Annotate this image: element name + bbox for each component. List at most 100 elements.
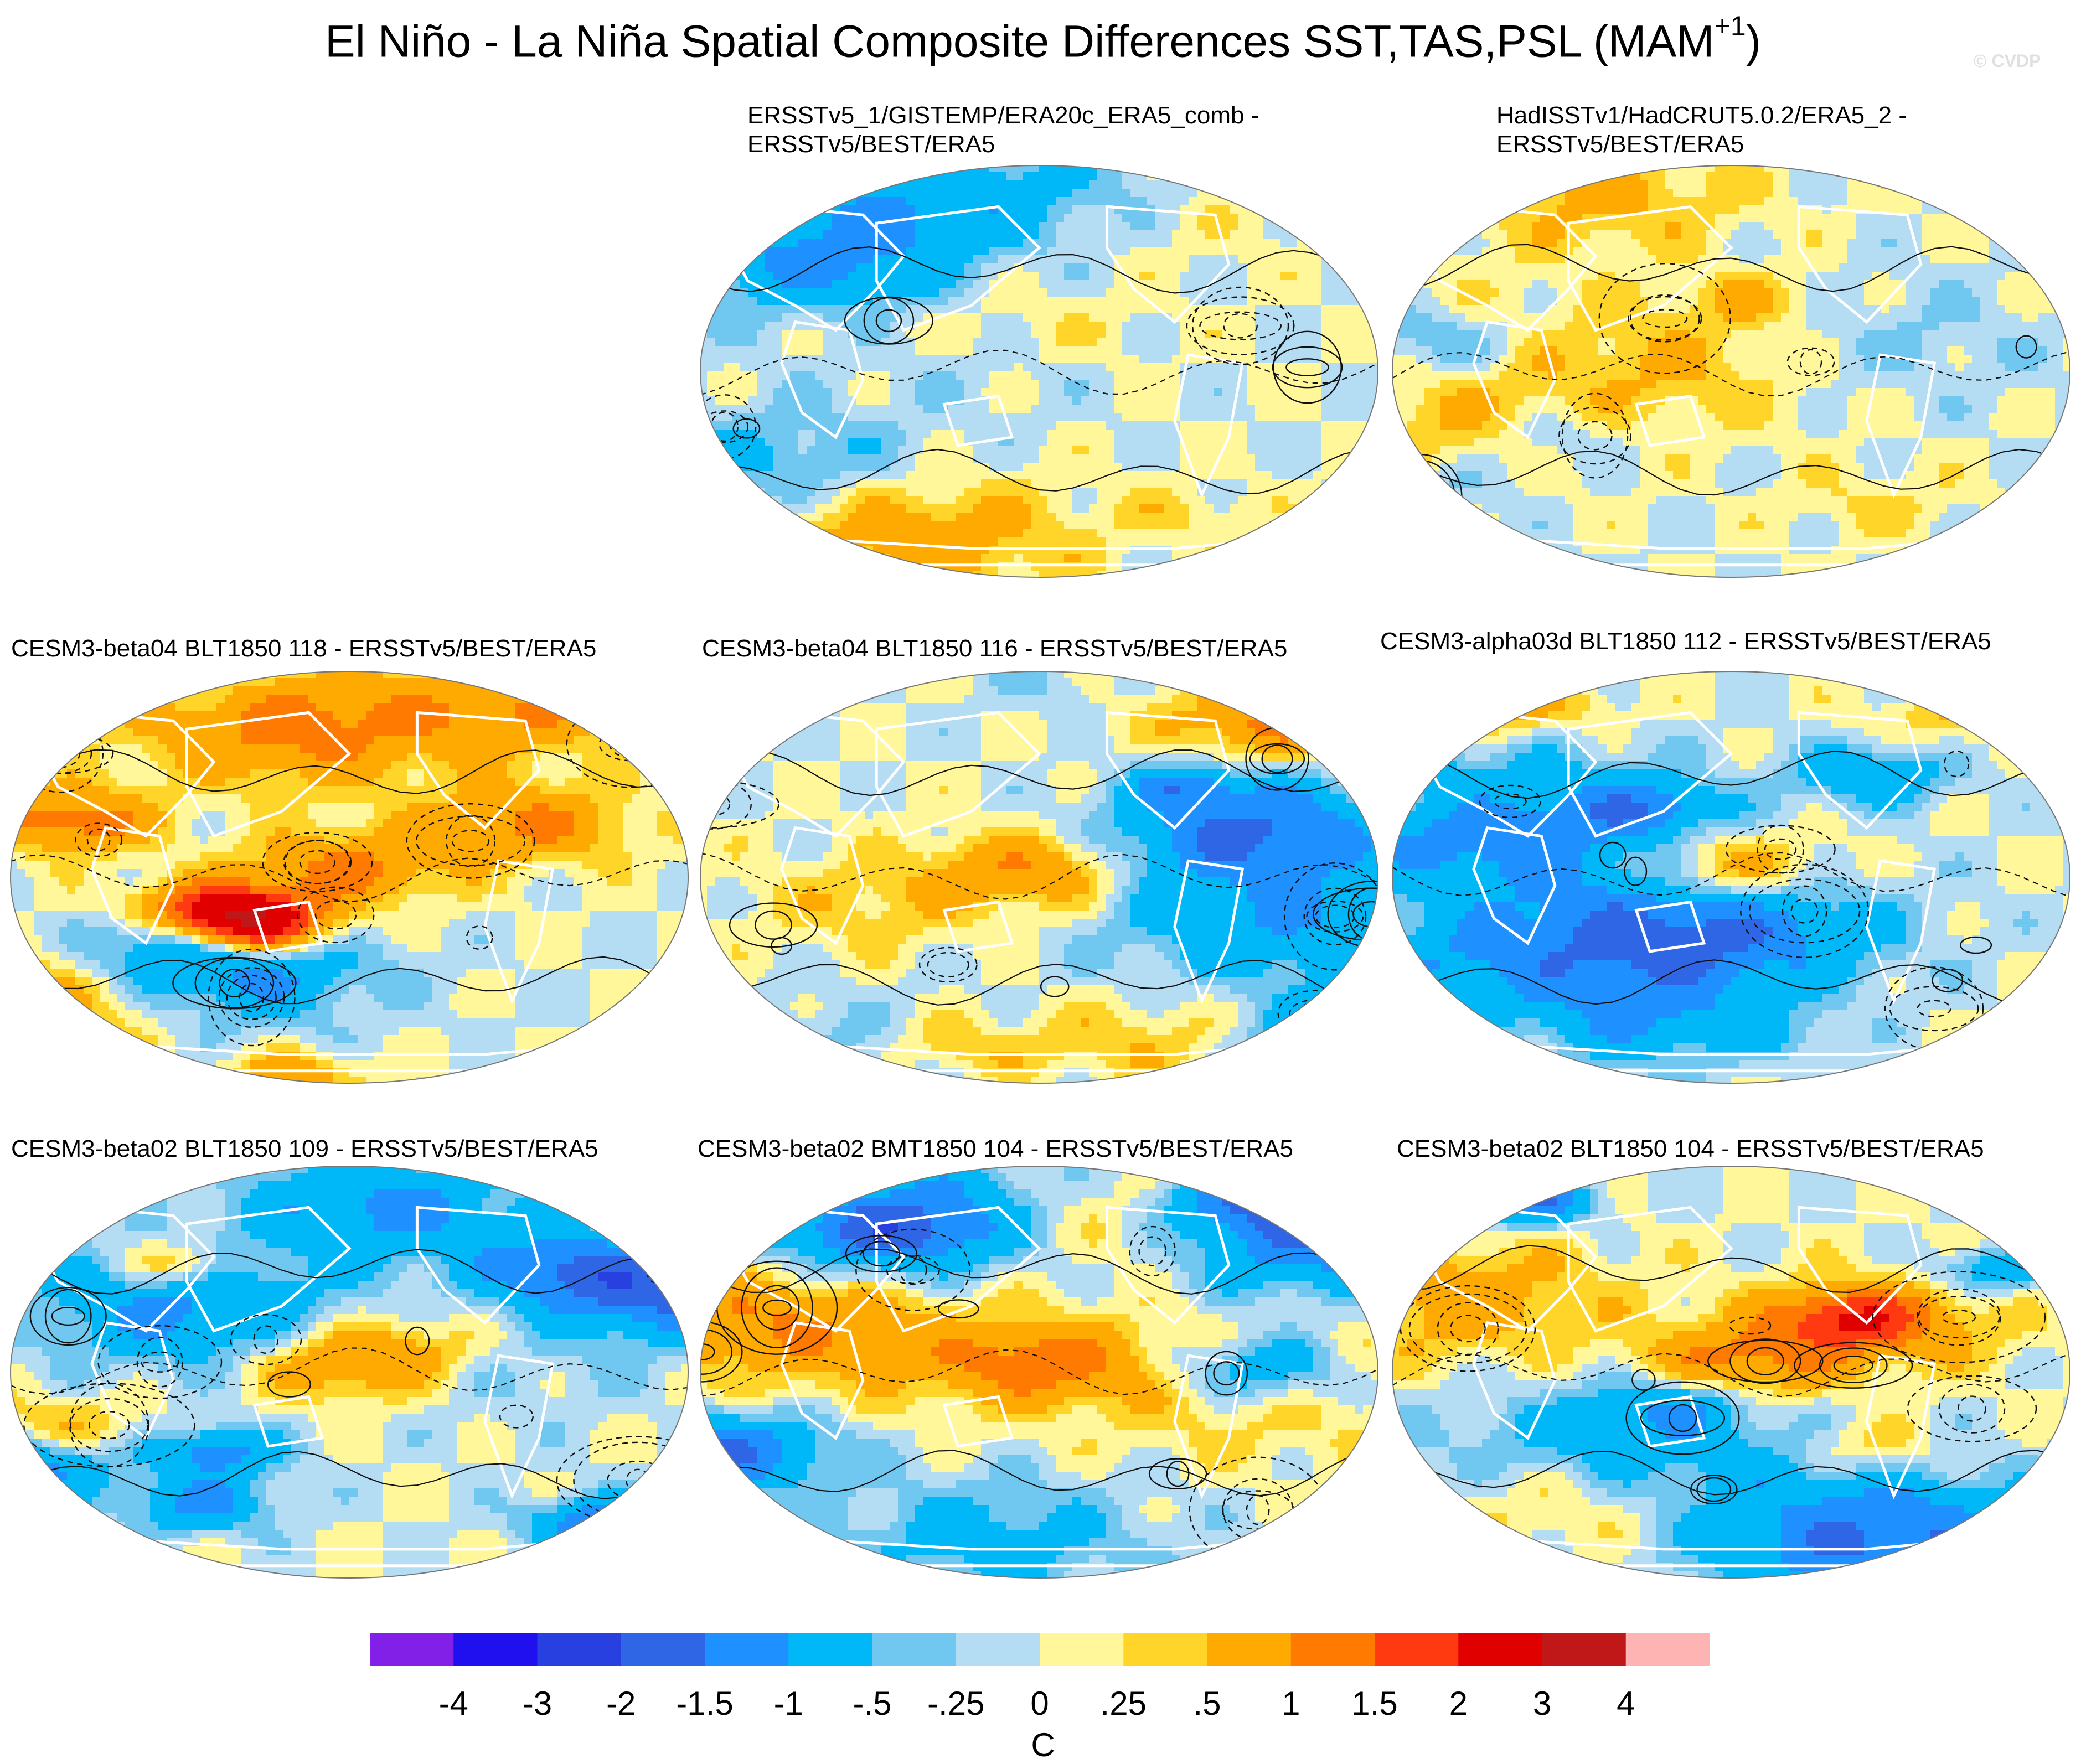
field-cell [939, 197, 948, 206]
field-cell [1673, 330, 1682, 339]
field-cell [1056, 313, 1065, 322]
field-cell [1557, 255, 1566, 264]
field-cell [1806, 239, 1815, 247]
field-cell [1039, 380, 1048, 389]
field-cell [807, 247, 815, 256]
field-cell [748, 363, 757, 372]
field-cell [964, 405, 973, 413]
field-cell [823, 513, 832, 521]
field-cell [856, 496, 865, 505]
field-cell [1255, 430, 1264, 438]
field-cell [1731, 338, 1740, 347]
field-cell [1064, 230, 1073, 239]
field-cell [757, 338, 766, 347]
field-cell [1640, 355, 1649, 364]
field-cell [1230, 363, 1239, 372]
field-cell [1847, 313, 1856, 322]
field-cell [1023, 330, 1031, 339]
field-cell [1214, 380, 1222, 389]
field-cell [1515, 263, 1524, 272]
field-cell [2038, 355, 2047, 364]
field-cell [1781, 313, 1790, 322]
field-cell [939, 214, 948, 223]
field-cell [740, 380, 749, 389]
field-cell [1064, 405, 1073, 413]
field-cell [1114, 214, 1123, 223]
field-cell [815, 297, 824, 306]
field-cell [1047, 247, 1056, 256]
field-cell [998, 222, 1006, 231]
field-cell [823, 330, 832, 339]
field-cell [1023, 272, 1031, 281]
field-cell [2022, 272, 2031, 281]
field-cell [898, 205, 907, 214]
field-cell [2022, 297, 2031, 306]
field-cell [1164, 479, 1173, 488]
field-cell [1615, 297, 1624, 306]
field-cell [1006, 189, 1015, 198]
field-cell [1648, 255, 1657, 264]
field-cell [1031, 546, 1040, 555]
field-cell [973, 305, 982, 314]
field-cell [1814, 189, 1823, 198]
field-cell [1039, 371, 1048, 380]
field-cell [1214, 322, 1222, 330]
field-cell [1656, 247, 1665, 256]
field-cell [1781, 222, 1790, 231]
field-cell [1440, 247, 1449, 256]
panel-label-6: CESM3-beta02 BLT1850 109 - ERSSTv5/BEST/… [11, 1135, 598, 1163]
field-cell [782, 222, 791, 231]
field-cell [1064, 571, 1073, 577]
field-cell [1731, 330, 1740, 339]
field-cell [1607, 338, 1615, 347]
field-cell [1056, 371, 1065, 380]
field-cell [1748, 189, 1757, 198]
field-cell [1947, 247, 1956, 256]
field-cell [1690, 239, 1698, 247]
field-cell [1798, 165, 1806, 173]
field-cell [1056, 554, 1065, 563]
field-cell [1321, 280, 1330, 289]
field-cell [1197, 380, 1206, 389]
field-cell [939, 571, 948, 577]
field-cell [1698, 297, 1707, 306]
field-cell [1122, 189, 1131, 198]
field-cell [1972, 313, 1981, 322]
field-cell [2013, 355, 2022, 364]
field-cell [1272, 255, 1280, 264]
field-cell [1164, 189, 1173, 198]
field-cell [948, 513, 957, 521]
field-cell [707, 380, 716, 389]
field-cell [1748, 263, 1757, 272]
field-cell [1706, 355, 1715, 364]
field-cell [1247, 338, 1256, 347]
field-cell [1548, 205, 1557, 214]
field-cell [998, 338, 1006, 347]
field-cell [773, 430, 782, 438]
field-cell [1573, 322, 1582, 330]
field-cell [1056, 488, 1065, 496]
field-cell [1989, 346, 1997, 355]
field-cell [981, 363, 990, 372]
field-cell [881, 322, 890, 330]
field-cell [1006, 205, 1015, 214]
field-cell [1263, 338, 1272, 347]
field-cell [1640, 197, 1649, 206]
field-cell [1097, 537, 1106, 546]
field-cell [1130, 346, 1139, 355]
field-cell [981, 504, 990, 513]
field-cell [1114, 313, 1123, 322]
psl-contour-negative [1199, 311, 1282, 340]
field-cell [931, 430, 940, 438]
field-cell [807, 513, 815, 521]
field-cell [923, 496, 932, 505]
field-cell [1255, 496, 1264, 505]
field-cell [964, 513, 973, 521]
field-cell [1056, 504, 1065, 513]
field-cell [1230, 521, 1239, 530]
panel-label-2: HadISSTv1/HadCRUT5.0.2/ERA5_2 - ERSSTv5/B… [1496, 101, 1907, 159]
field-cell [1114, 297, 1123, 306]
field-cell [1980, 255, 1989, 264]
field-cell [1238, 438, 1247, 447]
field-cell [906, 197, 915, 206]
